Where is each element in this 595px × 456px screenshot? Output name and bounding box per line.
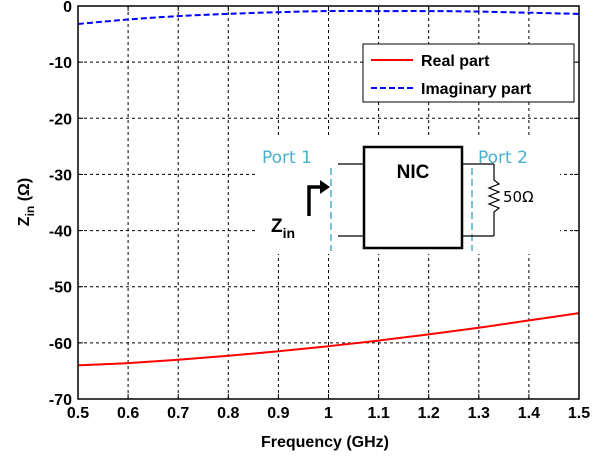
nic-block bbox=[362, 145, 464, 250]
x-tick-label: 0.8 bbox=[217, 405, 239, 422]
zin-label-main: Z bbox=[271, 216, 283, 237]
x-tick-label: 1.3 bbox=[468, 405, 490, 422]
port1-label: Port 1 bbox=[262, 148, 312, 168]
y-axis-title-main: Z bbox=[16, 216, 33, 226]
series-layer bbox=[77, 10, 580, 367]
port2-label: Port 2 bbox=[478, 148, 528, 168]
tick-marks bbox=[77, 5, 580, 400]
legend: Real part Imaginary part bbox=[362, 43, 575, 103]
legend-label-imaginary-part: Imaginary part bbox=[421, 81, 532, 98]
x-tick-label: 1.4 bbox=[518, 405, 540, 422]
zin-label: Zin bbox=[271, 216, 295, 241]
x-axis-title: Frequency (GHz) bbox=[261, 434, 389, 451]
zin-arrow bbox=[307, 185, 322, 216]
y-tick-label: -20 bbox=[49, 111, 72, 128]
y-tick-label: -40 bbox=[49, 224, 72, 241]
y-axis-title-unit: (Ω) bbox=[16, 178, 33, 206]
y-tick-label: -70 bbox=[49, 392, 72, 409]
y-tick-label: -60 bbox=[49, 336, 72, 353]
zin-arrow-head bbox=[320, 180, 330, 194]
series-line-real-part bbox=[77, 312, 580, 367]
x-tick-label: 0.7 bbox=[167, 405, 189, 422]
x-tick-label: 1.5 bbox=[568, 405, 590, 422]
y-axis-title-sub: in bbox=[23, 206, 37, 217]
series-line-imaginary-part bbox=[77, 10, 580, 25]
legend-label-real-part: Real part bbox=[421, 53, 490, 70]
inset-circuit: Port 1 Port 2 NIC 50Ω Zin bbox=[256, 136, 560, 254]
load-resistor-label: 50Ω bbox=[503, 188, 534, 206]
x-tick-label: 1.2 bbox=[418, 405, 440, 422]
x-tick-label: 1.1 bbox=[367, 405, 389, 422]
load-resistor bbox=[487, 164, 501, 236]
x-tick-label: 1 bbox=[324, 405, 333, 422]
y-tick-label: 0 bbox=[63, 0, 72, 16]
y-axis-title: Zin (Ω) bbox=[16, 178, 37, 226]
y-tick-label: -10 bbox=[49, 55, 72, 72]
nic-block-label: NIC bbox=[397, 162, 430, 183]
x-tick-label: 0.5 bbox=[67, 405, 89, 422]
x-tick-label: 0.9 bbox=[267, 405, 289, 422]
legend-box bbox=[362, 43, 575, 103]
x-tick-label: 0.6 bbox=[117, 405, 139, 422]
y-tick-label: -50 bbox=[49, 280, 72, 297]
y-tick-labels: 0 -10 -20 -30 -40 -50 -60 -70 bbox=[49, 0, 72, 409]
zin-label-sub: in bbox=[283, 225, 295, 241]
y-tick-label: -30 bbox=[49, 167, 72, 184]
x-tick-labels: 0.5 0.6 0.7 0.8 0.9 1 1.1 1.2 1.3 1.4 1.5 bbox=[67, 405, 590, 422]
